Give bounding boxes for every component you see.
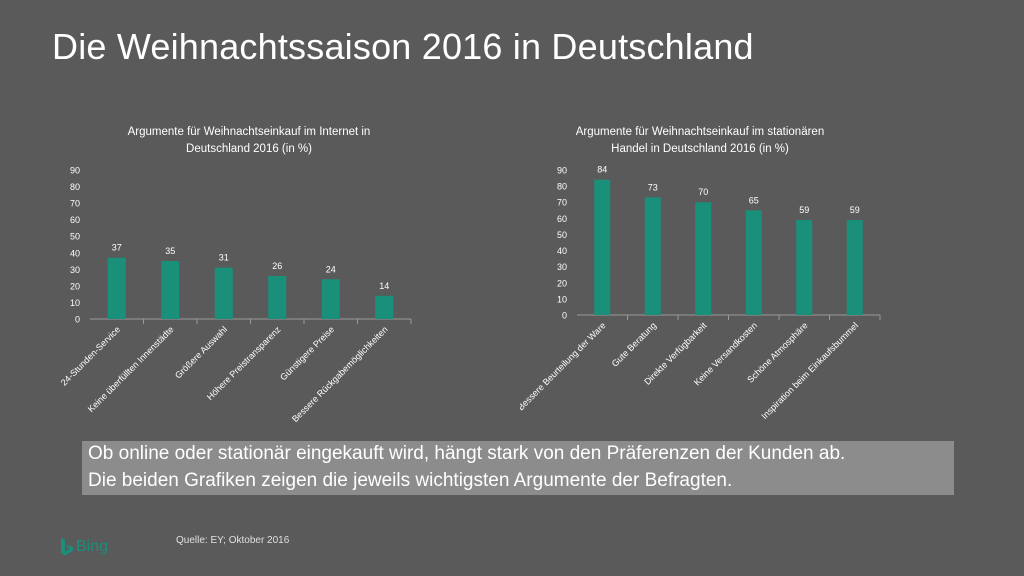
stationary-ytick-label: 10 [557,294,567,304]
stationary-data-label: 70 [698,187,708,197]
stationary-title-line-2: Handel in Deutschland 2016 (in %) [611,143,789,155]
stationary-ytick-label: 40 [557,246,567,256]
stationary-data-label: 84 [597,165,607,175]
online-ytick-label: 10 [70,298,80,308]
stationary-ytick-label: 30 [557,262,567,272]
online-category-label: 24-Stunden-Service [59,324,122,387]
online-bar [214,267,233,319]
slide-title: Die Weihnachtssaison 2016 in Deutschland [52,26,754,67]
online-ytick-label: 80 [70,182,80,192]
stationary-data-label: 59 [850,205,860,215]
online-data-label: 31 [219,253,229,263]
online-title-line-1: Argumente für Weihnachtseinkauf im Inter… [128,126,371,138]
stationary-bar [745,210,762,315]
summary-line-2: Die beiden Grafiken zeigen die jeweils w… [88,470,733,491]
stationary-bar [644,197,661,315]
stationary-bar [695,202,712,315]
online-category-label: Bessere Rückgabemöglichkeiten [290,324,390,424]
stationary-ytick-label: 80 [557,182,567,192]
stationary-bar [846,219,863,315]
online-bar [268,275,287,319]
online-data-label: 14 [379,281,389,291]
stationary-bar [796,219,813,315]
chart-online-svg: Argumente für Weihnachtseinkauf im Inter… [59,126,412,424]
stationary-bar [594,179,611,315]
online-data-label: 37 [112,243,122,253]
online-category-label: Keine überfüllten Innenstädte [86,324,176,414]
bing-b-icon [61,538,73,556]
online-data-label: 26 [272,261,282,271]
summary-box: Ob online oder stationär eingekauft wird… [82,441,954,495]
stationary-ytick-label: 50 [557,230,567,240]
stationary-title-line-1: Argumente für Weihnachtseinkauf im stati… [576,126,824,138]
stationary-ytick-label: 20 [557,278,567,288]
online-bar [375,295,394,319]
online-ytick-label: 0 [75,315,80,325]
stationary-ytick-label: 0 [562,311,567,321]
online-ytick-label: 30 [70,265,80,275]
online-bar [161,261,180,319]
chart-stationary: Argumente für Weihnachtseinkauf im stati… [520,118,920,448]
online-bar [107,257,126,319]
stationary-data-label: 59 [799,205,809,215]
stationary-category-label: Bessere Beurteilung der Ware [520,320,608,412]
online-ytick-label: 70 [70,199,80,209]
stationary-data-label: 65 [749,195,759,205]
online-ytick-label: 20 [70,281,80,291]
online-ytick-label: 50 [70,232,80,242]
online-category-label: Günstigere Preise [278,324,336,382]
stationary-ytick-label: 70 [557,198,567,208]
chart-stationary-svg: Argumente für Weihnachtseinkauf im stati… [520,126,881,421]
online-bar [321,279,340,319]
source-text: Quelle: EY; Oktober 2016 [176,535,290,546]
bing-logo-text: Bing [76,538,109,555]
online-ytick-label: 90 [70,166,80,176]
online-title-line-2: Deutschland 2016 (in %) [186,143,312,155]
online-ytick-label: 60 [70,215,80,225]
stationary-category-label: Inspiration beim Einkaufsbummel [759,320,860,421]
stationary-ytick-label: 90 [557,166,567,176]
bing-logo: Bing [60,537,108,557]
online-category-label: Größere Auswahl [173,324,229,380]
summary-line-1: Ob online oder stationär eingekauft wird… [88,443,846,464]
stationary-ytick-label: 60 [557,214,567,224]
online-ytick-label: 40 [70,248,80,258]
online-data-label: 35 [165,246,175,256]
stationary-data-label: 73 [648,182,658,192]
stationary-category-label: Gute Beratung [610,320,658,368]
online-data-label: 24 [326,264,336,274]
chart-online: Argumente für Weihnachtseinkauf im Inter… [40,118,460,448]
